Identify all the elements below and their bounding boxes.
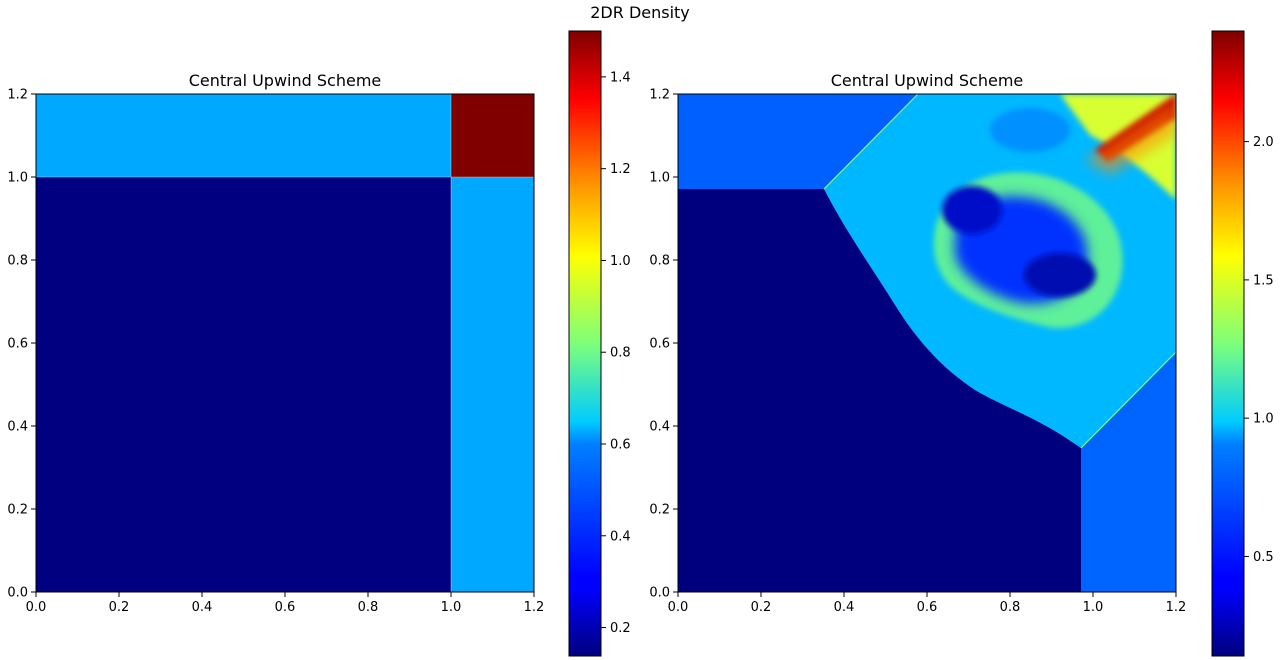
right-ytick-label: 0.8 [649, 254, 670, 269]
left-ytick-label: 1.0 [7, 171, 28, 186]
right-vortex-bottom [1024, 253, 1096, 297]
right-colorbar-ticks: 0.5 1.0 1.5 2.0 [1244, 135, 1274, 565]
left-region-lower-left [36, 177, 451, 592]
left-colorbar-tick-label: 0.2 [610, 621, 631, 636]
right-y-axis: 0.0 0.2 0.4 0.6 0.8 1.0 1.2 [649, 88, 678, 601]
left-ytick-label: 0.4 [7, 420, 28, 435]
right-heatmap-panel: Central Upwind Scheme [649, 71, 1186, 615]
right-xtick-label: 1.0 [1083, 600, 1104, 615]
left-colorbar-tick-label: 0.8 [610, 346, 631, 361]
right-density-field [678, 94, 1176, 592]
right-vortex-left [942, 186, 1002, 234]
right-region-hot-jet-halo [1085, 100, 1176, 175]
left-ytick-label: 0.0 [7, 586, 28, 601]
right-x-axis: 0.0 0.2 0.4 0.6 0.8 1.0 1.2 [668, 592, 1187, 615]
right-colorbar-tick-label: 1.0 [1253, 412, 1274, 427]
right-ytick-label: 0.2 [649, 503, 670, 518]
left-xtick-label: 0.6 [275, 600, 296, 615]
left-xtick-label: 0.0 [26, 600, 47, 615]
left-colorbar-tick-label: 1.0 [610, 254, 631, 269]
left-ytick-label: 0.8 [7, 254, 28, 269]
left-ytick-label: 0.6 [7, 337, 28, 352]
left-colorbar: 0.2 0.4 0.6 0.8 1.0 1.2 1.4 [568, 30, 631, 657]
right-colorbar-tick-label: 1.5 [1253, 273, 1274, 288]
left-colorbar-ticks: 0.2 0.4 0.6 0.8 1.0 1.2 1.4 [601, 70, 631, 636]
right-shock-line-lower [1080, 351, 1176, 449]
right-xtick-label: 0.8 [1000, 600, 1021, 615]
left-region-upper-right [451, 94, 534, 177]
right-xtick-label: 1.2 [1166, 600, 1187, 615]
figure-suptitle: 2DR Density [590, 3, 690, 22]
left-xtick-label: 0.2 [109, 600, 130, 615]
left-ytick-label: 1.2 [7, 88, 28, 103]
right-xtick-label: 0.4 [834, 600, 855, 615]
left-xtick-label: 0.8 [358, 600, 379, 615]
left-xtick-label: 1.0 [441, 600, 462, 615]
right-colorbar-tick-label: 2.0 [1253, 135, 1274, 150]
right-ytick-label: 0.4 [649, 420, 670, 435]
right-vortex-top [990, 108, 1070, 152]
left-region-lower-right [451, 177, 534, 592]
left-colorbar-tick-label: 0.6 [610, 437, 631, 452]
left-region-upper-left [36, 94, 451, 177]
right-colorbar-gradient [1211, 30, 1245, 657]
left-colorbar-tick-label: 1.4 [610, 70, 631, 85]
left-heatmap-panel: Central Upwind Scheme 0.0 0.2 0.4 0.6 0.8 1.0… [7, 71, 544, 615]
right-ytick-label: 1.0 [649, 171, 670, 186]
left-colorbar-tick-label: 1.2 [610, 162, 631, 177]
right-shock-line-upper [823, 94, 919, 190]
right-ytick-label: 1.2 [649, 88, 670, 103]
left-heatmap-regions [36, 94, 534, 592]
right-ytick-label: 0.0 [649, 586, 670, 601]
left-xtick-label: 1.2 [524, 600, 545, 615]
right-xtick-label: 0.2 [751, 600, 772, 615]
right-colorbar-tick-label: 0.5 [1253, 550, 1274, 565]
left-ytick-label: 0.2 [7, 503, 28, 518]
left-colorbar-tick-label: 0.4 [610, 529, 631, 544]
left-xtick-label: 0.4 [192, 600, 213, 615]
right-xtick-label: 0.6 [917, 600, 938, 615]
right-panel-title: Central Upwind Scheme [831, 71, 1024, 90]
right-ytick-label: 0.6 [649, 337, 670, 352]
left-y-axis: 0.0 0.2 0.4 0.6 0.8 1.0 1.2 [7, 88, 36, 601]
left-x-axis: 0.0 0.2 0.4 0.6 0.8 1.0 1.2 [26, 592, 545, 615]
right-xtick-label: 0.0 [668, 600, 689, 615]
right-colorbar: 0.5 1.0 1.5 2.0 [1211, 30, 1274, 657]
left-panel-title: Central Upwind Scheme [189, 71, 382, 90]
left-colorbar-gradient [568, 30, 602, 657]
